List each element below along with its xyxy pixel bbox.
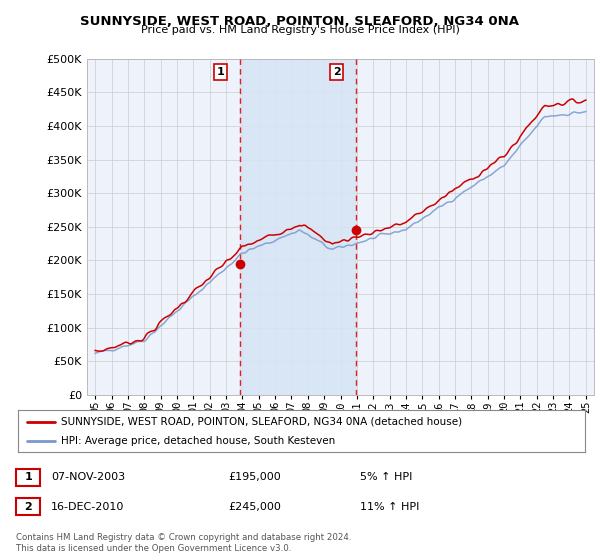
Text: SUNNYSIDE, WEST ROAD, POINTON, SLEAFORD, NG34 0NA (detached house): SUNNYSIDE, WEST ROAD, POINTON, SLEAFORD,… [61, 417, 461, 427]
Text: £195,000: £195,000 [228, 472, 281, 482]
Text: 2: 2 [25, 502, 32, 512]
Text: 1: 1 [25, 472, 32, 482]
Text: 5% ↑ HPI: 5% ↑ HPI [360, 472, 412, 482]
Text: 1: 1 [217, 67, 224, 77]
Text: HPI: Average price, detached house, South Kesteven: HPI: Average price, detached house, Sout… [61, 436, 335, 446]
Bar [240, 59, 356, 395]
Text: 16-DEC-2010: 16-DEC-2010 [51, 502, 124, 512]
Text: £245,000: £245,000 [228, 502, 281, 512]
Text: 07-NOV-2003: 07-NOV-2003 [51, 472, 125, 482]
Text: 11% ↑ HPI: 11% ↑ HPI [360, 502, 419, 512]
Text: SUNNYSIDE, WEST ROAD, POINTON, SLEAFORD, NG34 0NA: SUNNYSIDE, WEST ROAD, POINTON, SLEAFORD,… [80, 15, 520, 27]
Text: Contains HM Land Registry data © Crown copyright and database right 2024.
This d: Contains HM Land Registry data © Crown c… [16, 533, 352, 553]
Text: Price paid vs. HM Land Registry's House Price Index (HPI): Price paid vs. HM Land Registry's House … [140, 25, 460, 35]
Text: 2: 2 [332, 67, 340, 77]
